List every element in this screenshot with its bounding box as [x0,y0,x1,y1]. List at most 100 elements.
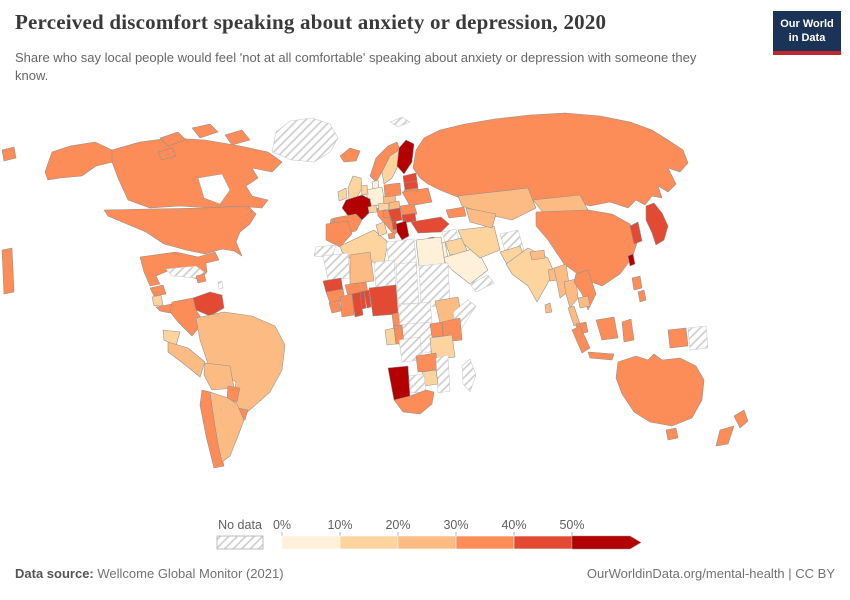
page-title: Perceived discomfort speaking about anxi… [15,10,607,34]
region-morocco[interactable] [325,220,353,248]
region-indonesia[interactable] [621,318,635,343]
region-south-africa[interactable] [393,389,435,415]
region-thailand[interactable] [563,278,579,309]
region-paraguay[interactable] [226,385,241,403]
region-sierra-leone[interactable] [328,299,342,314]
region-serbia[interactable] [387,207,403,223]
chart-footer: Data source: Wellcome Global Monitor (20… [15,566,835,581]
region-togo[interactable] [359,290,367,310]
region-iceland[interactable] [339,147,361,163]
region-netherlands[interactable] [360,184,369,196]
region-chad[interactable] [395,261,420,305]
region-indonesia[interactable] [595,316,619,341]
region-switzerland[interactable] [367,204,378,214]
region-cambodia[interactable] [577,295,591,309]
region-poland[interactable] [383,182,402,198]
region-benin[interactable] [363,289,372,309]
region-mali[interactable] [349,251,375,285]
region-indonesia[interactable] [571,325,591,354]
region-sri-lanka[interactable] [544,302,553,314]
region-peru[interactable] [167,341,206,378]
region-ghana[interactable] [351,291,364,318]
region-philippines[interactable] [631,275,643,291]
legend-bin-20-30[interactable] [397,535,457,550]
region-ukraine[interactable] [401,187,433,207]
region-russia[interactable] [412,112,689,209]
data-source-value: Wellcome Global Monitor (2021) [97,566,284,581]
region-taiwan[interactable] [627,253,636,267]
region-turkey[interactable] [410,216,450,234]
legend-bin-50-plus[interactable] [571,535,642,550]
legend-tick-label: 0% [273,518,291,532]
region-canada-arctic-islands[interactable] [157,147,177,161]
legend-bin-0-10[interactable] [281,535,341,550]
region-mauritania[interactable] [322,252,351,281]
region-yemen[interactable] [469,274,495,293]
region-tasmania[interactable] [665,427,679,441]
region-tunisia[interactable] [375,221,388,237]
region-lesser-antilles[interactable] [217,280,224,290]
region-bolivia[interactable] [203,362,235,391]
region-ireland[interactable] [337,187,348,202]
region-nigeria[interactable] [368,284,399,317]
region-australia[interactable] [615,353,705,427]
region-sicily[interactable] [387,232,396,240]
region-greenland[interactable] [271,117,339,163]
region-map-edge-fragment[interactable] [1,146,17,162]
region-finland[interactable] [396,139,415,175]
region-canada-arctic-islands[interactable] [159,131,187,147]
region-mozambique[interactable] [435,354,451,394]
region-thailand[interactable] [567,305,581,327]
region-philippines[interactable] [637,289,647,303]
attribution-link[interactable]: OurWorldinData.org/mental-health | CC BY [586,566,835,581]
map-legend: No data 0% 10% 20% 30% 40% 50% [216,518,642,550]
legend-no-data-swatch[interactable] [216,535,264,550]
region-kazakhstan[interactable] [457,187,537,221]
region-new-zealand[interactable] [715,425,735,447]
region-alaska[interactable] [44,141,114,181]
region-georgia[interactable] [445,206,467,219]
region-indonesia[interactable] [667,327,689,349]
region-egypt[interactable] [415,236,446,267]
region-united-states[interactable] [103,205,257,257]
legend-tick-label: 30% [443,518,468,532]
region-uzbekistan[interactable] [465,207,497,229]
region-new-zealand[interactable] [733,409,749,429]
region-svalbard[interactable] [389,116,411,128]
legend-bin-10-20[interactable] [339,535,399,550]
legend-tick-label: 50% [559,518,584,532]
region-niger[interactable] [373,259,397,289]
region-uganda[interactable] [429,321,444,338]
region-canada[interactable] [111,137,283,209]
region-namibia[interactable] [387,365,411,401]
owid-logo-line2: in Data [788,32,826,45]
legend-bin-30-40[interactable] [455,535,515,550]
owid-logo[interactable]: Our World in Data [773,11,841,55]
region-vietnam[interactable] [573,269,597,311]
region-argentina[interactable] [209,391,245,463]
region-guatemala[interactable] [149,284,167,297]
region-greece[interactable] [395,220,410,241]
legend-bin-40-50[interactable] [513,535,573,550]
region-france[interactable] [341,194,373,221]
region-map-edge-fragment[interactable] [1,247,15,295]
region-ivory-coast[interactable] [339,293,355,318]
region-central-african-republic[interactable] [397,301,433,326]
region-zambia[interactable] [415,352,439,373]
region-canada-arctic-islands[interactable] [224,129,251,146]
region-nepal[interactable] [529,249,546,261]
region-south-korea[interactable] [629,221,643,245]
region-japan[interactable] [645,202,669,246]
owid-logo-line1: Our World [780,18,834,30]
region-papua-new-guinea[interactable] [687,325,709,351]
legend-tick-label: 40% [501,518,526,532]
region-dominican-republic[interactable] [195,273,207,284]
region-indonesia[interactable] [587,351,615,361]
region-romania[interactable] [399,203,418,216]
region-madagascar[interactable] [461,358,477,393]
region-canada-arctic-islands[interactable] [191,123,219,139]
legend-tick-label: 10% [327,518,352,532]
region-nicaragua[interactable] [151,294,164,307]
region-china[interactable] [535,209,639,287]
